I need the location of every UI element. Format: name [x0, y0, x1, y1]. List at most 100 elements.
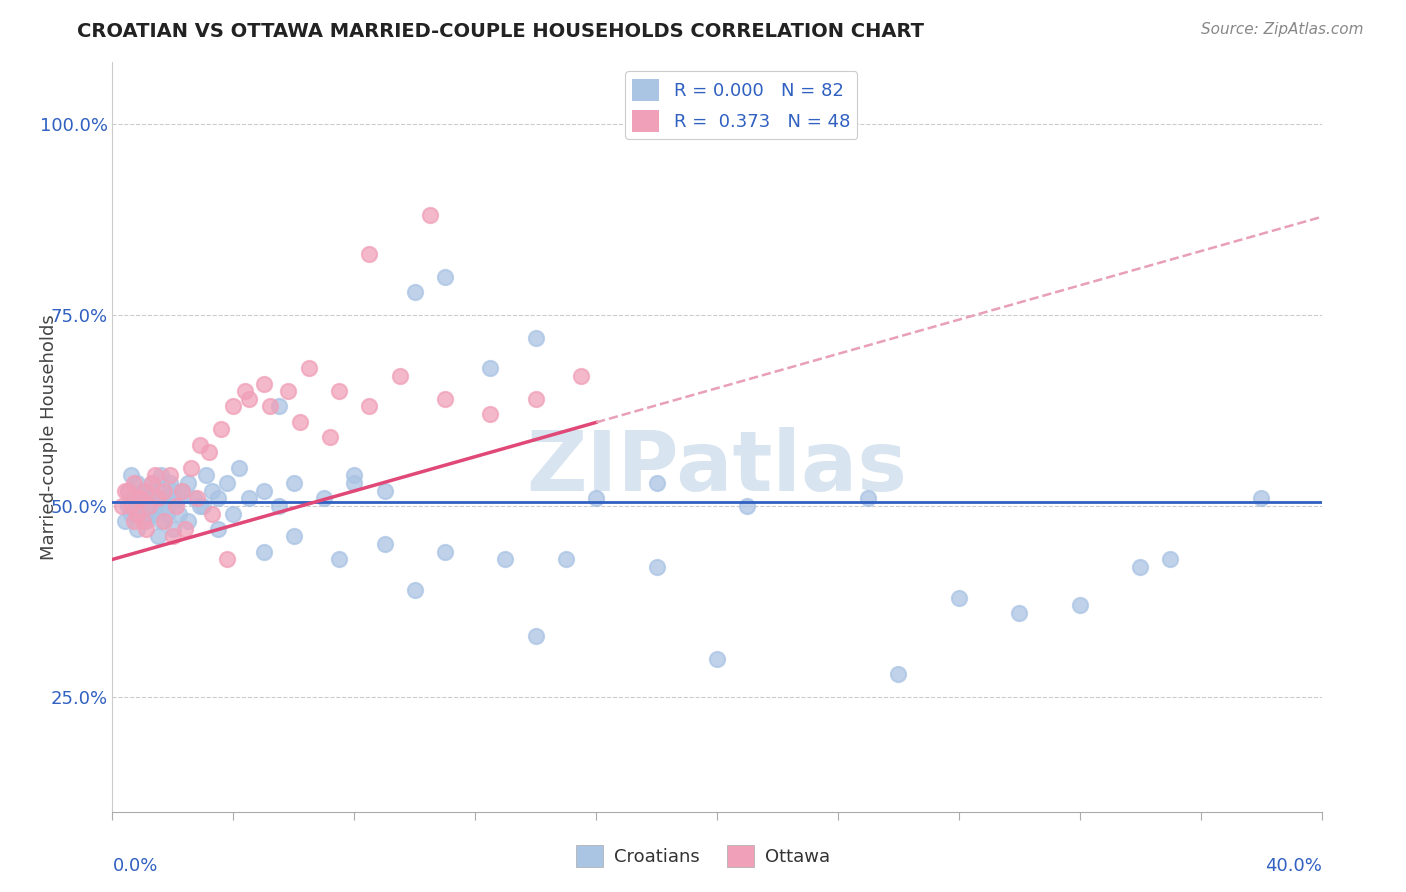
- Point: [167, 507, 190, 521]
- Point: [858, 491, 880, 506]
- Point: [359, 246, 381, 260]
- Point: [201, 483, 224, 498]
- Point: [186, 491, 208, 506]
- Point: [138, 491, 160, 506]
- Point: [153, 483, 176, 498]
- Point: [159, 468, 181, 483]
- Point: [201, 507, 224, 521]
- Point: [170, 483, 193, 498]
- Point: [191, 499, 215, 513]
- Point: [135, 483, 157, 498]
- Y-axis label: Married-couple Households: Married-couple Households: [39, 314, 58, 560]
- Point: [238, 392, 260, 406]
- Point: [128, 491, 150, 506]
- Point: [222, 400, 245, 414]
- Point: [434, 269, 457, 284]
- Point: [253, 545, 276, 559]
- Point: [120, 507, 142, 521]
- Point: [146, 529, 169, 543]
- Point: [162, 529, 184, 543]
- Point: [177, 475, 200, 490]
- Point: [195, 468, 218, 483]
- Point: [122, 514, 145, 528]
- Legend: Croatians, Ottawa: Croatians, Ottawa: [569, 838, 837, 874]
- Point: [180, 460, 202, 475]
- Point: [165, 491, 187, 506]
- Point: [328, 384, 350, 399]
- Point: [569, 368, 592, 383]
- Point: [374, 537, 396, 551]
- Point: [135, 507, 157, 521]
- Point: [737, 499, 759, 513]
- Point: [114, 514, 136, 528]
- Point: [135, 522, 157, 536]
- Point: [253, 376, 276, 391]
- Point: [141, 507, 163, 521]
- Point: [645, 475, 668, 490]
- Point: [277, 384, 299, 399]
- Point: [156, 507, 179, 521]
- Point: [156, 499, 179, 513]
- Point: [359, 400, 381, 414]
- Point: [117, 499, 139, 513]
- Point: [314, 491, 336, 506]
- Point: [146, 483, 169, 498]
- Point: [645, 560, 668, 574]
- Point: [174, 522, 197, 536]
- Point: [887, 667, 910, 681]
- Point: [128, 499, 150, 513]
- Point: [1250, 491, 1272, 506]
- Point: [434, 545, 457, 559]
- Point: [1159, 552, 1181, 566]
- Point: [165, 499, 187, 513]
- Point: [328, 552, 350, 566]
- Point: [1008, 606, 1031, 620]
- Point: [146, 491, 169, 506]
- Point: [188, 438, 211, 452]
- Point: [585, 491, 607, 506]
- Text: 0.0%: 0.0%: [112, 856, 157, 875]
- Point: [122, 491, 145, 506]
- Point: [267, 499, 290, 513]
- Point: [125, 475, 148, 490]
- Point: [207, 522, 229, 536]
- Point: [143, 499, 166, 513]
- Point: [209, 422, 232, 436]
- Text: CROATIAN VS OTTAWA MARRIED-COUPLE HOUSEHOLDS CORRELATION CHART: CROATIAN VS OTTAWA MARRIED-COUPLE HOUSEH…: [77, 22, 924, 41]
- Point: [132, 514, 155, 528]
- Point: [153, 514, 176, 528]
- Point: [114, 483, 136, 498]
- Point: [228, 460, 250, 475]
- Point: [343, 475, 366, 490]
- Point: [524, 392, 547, 406]
- Point: [374, 483, 396, 498]
- Point: [343, 468, 366, 483]
- Text: ZIPatlas: ZIPatlas: [527, 426, 907, 508]
- Point: [267, 400, 290, 414]
- Point: [143, 499, 166, 513]
- Point: [524, 629, 547, 643]
- Point: [138, 491, 160, 506]
- Point: [132, 483, 155, 498]
- Point: [128, 499, 150, 513]
- Point: [177, 514, 200, 528]
- Point: [183, 491, 205, 506]
- Point: [404, 285, 426, 299]
- Point: [167, 491, 190, 506]
- Point: [288, 415, 311, 429]
- Point: [253, 483, 276, 498]
- Point: [404, 582, 426, 597]
- Point: [222, 507, 245, 521]
- Point: [434, 392, 457, 406]
- Point: [524, 331, 547, 345]
- Point: [554, 552, 576, 566]
- Text: Source: ZipAtlas.com: Source: ZipAtlas.com: [1201, 22, 1364, 37]
- Point: [188, 499, 211, 513]
- Point: [153, 491, 176, 506]
- Point: [283, 529, 305, 543]
- Point: [217, 552, 239, 566]
- Point: [117, 483, 139, 498]
- Point: [132, 483, 155, 498]
- Point: [235, 384, 257, 399]
- Point: [125, 522, 148, 536]
